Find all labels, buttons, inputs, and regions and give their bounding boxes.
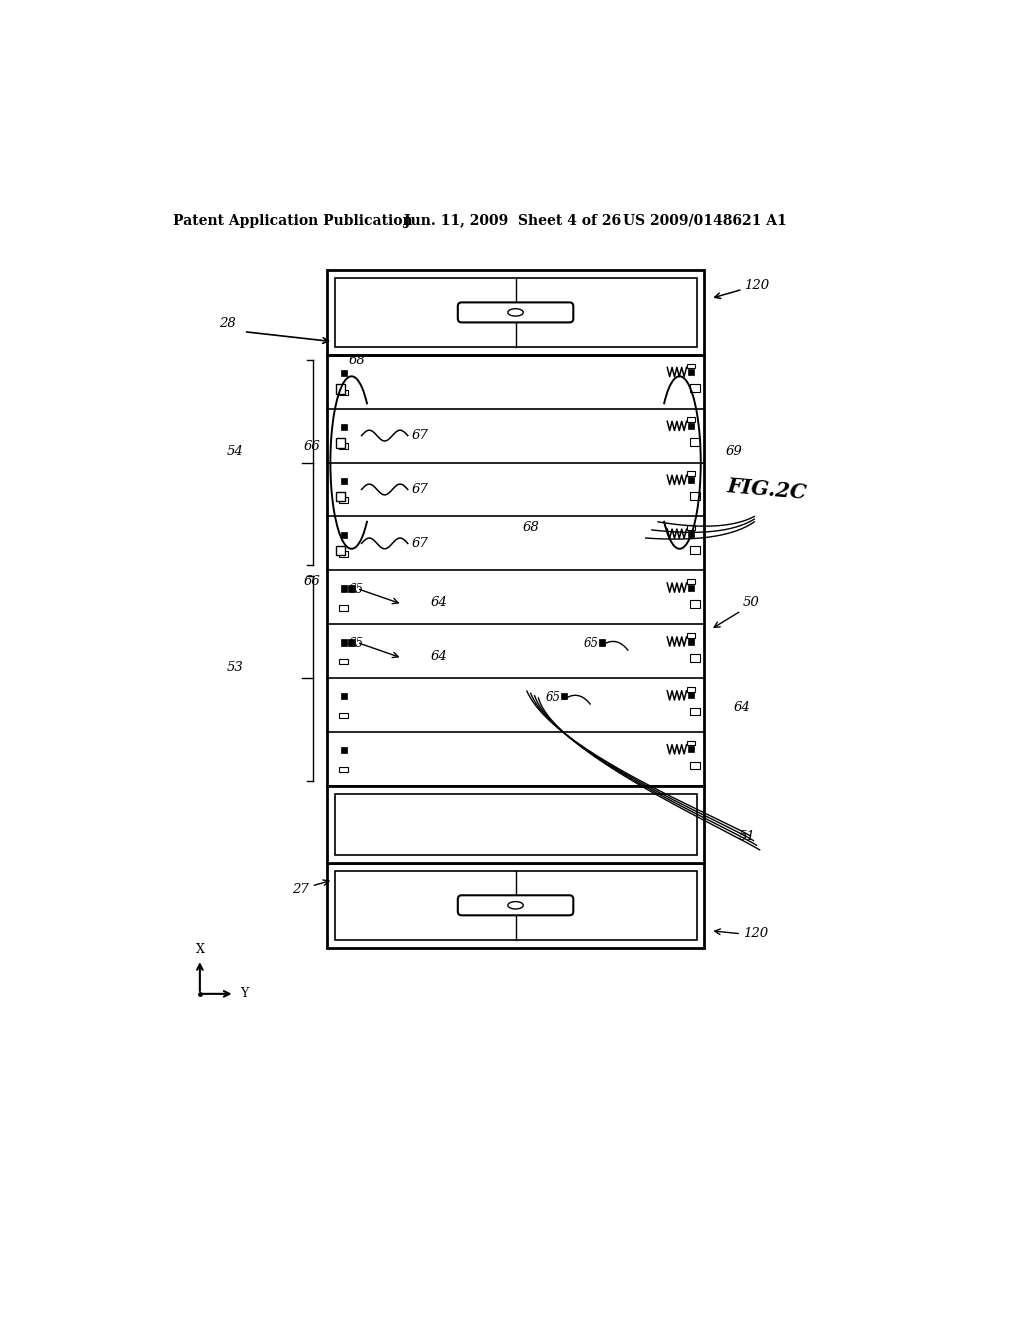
Bar	[335, 793, 696, 855]
Text: 51: 51	[739, 829, 756, 842]
Text: 66: 66	[304, 574, 321, 587]
Bar	[327, 863, 705, 948]
Text: US 2009/0148621 A1: US 2009/0148621 A1	[624, 214, 787, 228]
Bar	[336, 438, 345, 447]
Text: 64: 64	[431, 597, 447, 610]
Text: 67: 67	[412, 537, 428, 550]
Text: 65: 65	[348, 582, 364, 595]
Bar	[690, 708, 699, 715]
Bar	[339, 713, 348, 718]
Bar	[690, 601, 699, 607]
Text: 69: 69	[726, 445, 742, 458]
Bar	[561, 693, 567, 700]
Bar	[687, 579, 695, 583]
Bar	[341, 586, 347, 591]
Text: 65: 65	[348, 636, 364, 649]
Text: 65: 65	[584, 636, 598, 649]
Bar	[688, 368, 694, 375]
Bar	[688, 422, 694, 429]
Text: 67: 67	[412, 483, 428, 496]
Text: Y: Y	[241, 987, 249, 1001]
Bar	[336, 384, 345, 393]
Bar	[690, 762, 699, 770]
Text: Jun. 11, 2009  Sheet 4 of 26: Jun. 11, 2009 Sheet 4 of 26	[403, 214, 621, 228]
Bar	[688, 692, 694, 698]
Bar	[687, 686, 695, 692]
Text: 120: 120	[744, 279, 769, 292]
Bar	[687, 525, 695, 529]
Bar	[690, 438, 699, 446]
Bar	[339, 659, 348, 664]
Bar	[348, 639, 354, 645]
Bar	[348, 586, 354, 591]
Bar	[327, 355, 705, 785]
Bar	[339, 389, 348, 395]
Text: X: X	[196, 942, 205, 956]
Text: 65: 65	[546, 690, 561, 704]
Bar	[688, 746, 694, 752]
Bar	[339, 552, 348, 557]
Text: 50: 50	[742, 597, 760, 610]
Bar	[690, 653, 699, 661]
Text: 54: 54	[226, 445, 244, 458]
Text: 67: 67	[412, 429, 428, 442]
Bar	[690, 546, 699, 554]
Bar	[341, 370, 347, 376]
FancyBboxPatch shape	[458, 302, 573, 322]
Bar	[687, 471, 695, 477]
Text: 120: 120	[742, 927, 768, 940]
Bar	[336, 492, 345, 502]
Bar	[341, 747, 347, 754]
Text: 27: 27	[292, 883, 309, 896]
Bar	[690, 492, 699, 500]
Bar	[339, 605, 348, 611]
Ellipse shape	[508, 902, 523, 909]
Bar	[341, 693, 347, 700]
Bar	[687, 741, 695, 746]
Bar	[690, 384, 699, 392]
Ellipse shape	[508, 309, 523, 315]
Bar	[339, 767, 348, 772]
Text: 66: 66	[304, 440, 321, 453]
Bar	[688, 477, 694, 483]
Bar	[335, 871, 696, 940]
Bar	[336, 546, 345, 556]
Bar	[687, 363, 695, 368]
Bar	[599, 639, 605, 645]
Text: 53: 53	[226, 661, 244, 675]
Bar	[341, 478, 347, 484]
Bar	[688, 585, 694, 590]
Bar	[327, 785, 705, 863]
Bar	[335, 277, 696, 347]
Bar	[341, 639, 347, 645]
Bar	[341, 424, 347, 430]
Text: 64: 64	[431, 649, 447, 663]
Text: 68: 68	[523, 520, 540, 533]
Bar	[687, 417, 695, 422]
Text: 28: 28	[219, 317, 236, 330]
Text: FIG.2C: FIG.2C	[727, 477, 808, 503]
Text: 64: 64	[733, 701, 751, 714]
Bar	[687, 634, 695, 638]
Bar	[339, 444, 348, 449]
Text: Patent Application Publication: Patent Application Publication	[173, 214, 413, 228]
Bar	[688, 531, 694, 537]
Bar	[688, 639, 694, 644]
Bar	[327, 271, 705, 355]
Bar	[341, 532, 347, 537]
FancyBboxPatch shape	[458, 895, 573, 915]
Text: 68: 68	[348, 354, 366, 367]
Bar	[339, 498, 348, 503]
